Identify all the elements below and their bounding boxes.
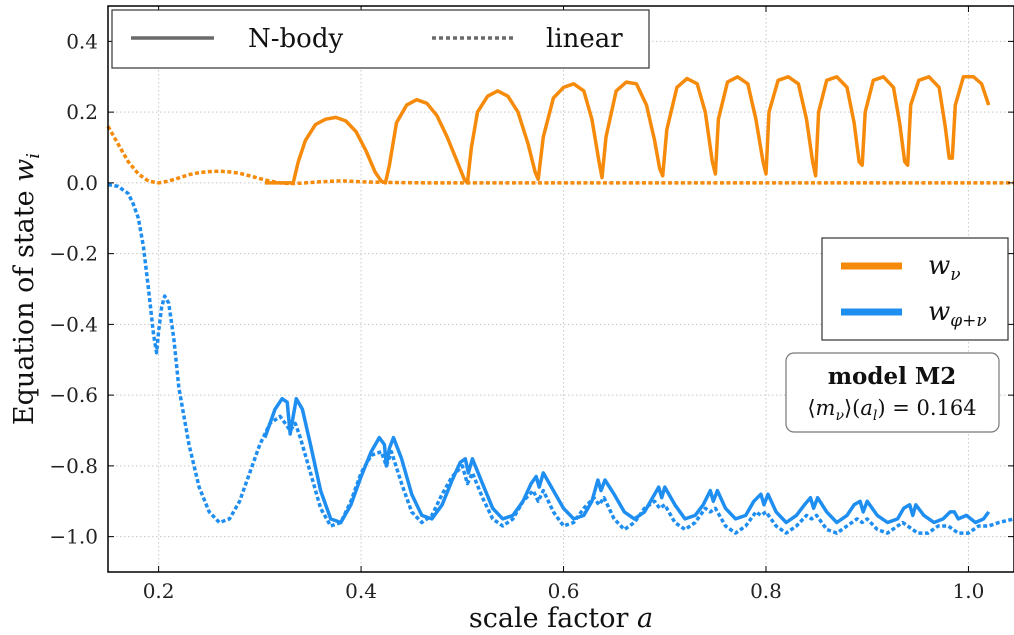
- y-tick-label: −0.4: [49, 312, 98, 336]
- legend-nbody-label: N-body: [248, 24, 343, 54]
- y-tick-label: 0.0: [66, 171, 98, 195]
- series-line-w-phi-nu-dotted: [107, 182, 1014, 535]
- axis-ticks: 0.2 0.4 0.6 0.8 1.0 0.4 0.2 0.0 −0.2 −0.4 −0.6 −0.8…: [49, 6, 1014, 603]
- y-tick-label: 0.4: [66, 29, 98, 53]
- annotation-model-name: model M2: [828, 363, 957, 390]
- x-tick-label: 0.8: [750, 579, 782, 603]
- plot-frame: [107, 5, 1014, 573]
- series-line-w-phi-nu-solid: [263, 396, 991, 525]
- y-tick-label: −0.6: [49, 383, 98, 407]
- y-tick-label: −0.8: [49, 454, 98, 478]
- line-style-legend: N-body linear: [111, 9, 650, 69]
- x-tick-label: 0.2: [143, 579, 175, 603]
- series-line-w-nu-solid: [264, 75, 991, 185]
- legend-linear-label: linear: [546, 24, 623, 54]
- y-tick-label: 0.2: [66, 100, 98, 124]
- x-tick-label: 0.4: [345, 579, 377, 603]
- series-line-w-nu-dotted: [106, 125, 1014, 186]
- annotation-mass-value: ⟨mν⟩(al) = 0.164: [807, 396, 976, 424]
- series-layer: [106, 75, 1014, 535]
- series-legend-box: [821, 237, 1009, 341]
- x-tick-label: 0.6: [548, 579, 580, 603]
- y-tick-label: −1.0: [49, 525, 98, 549]
- y-axis-label: Equation of state wi: [9, 153, 44, 425]
- model-annotation: model M2 ⟨mν⟩(al) = 0.164: [785, 352, 1000, 433]
- y-tick-label: −0.2: [49, 242, 98, 266]
- legend-w-phi-nu-label: wφ+ν: [928, 297, 987, 331]
- x-tick-label: 1.0: [953, 579, 985, 603]
- series-legend: wν wφ+ν: [821, 237, 1009, 341]
- annotation-box: [785, 352, 1000, 433]
- x-axis-label: scale factor a: [469, 603, 653, 634]
